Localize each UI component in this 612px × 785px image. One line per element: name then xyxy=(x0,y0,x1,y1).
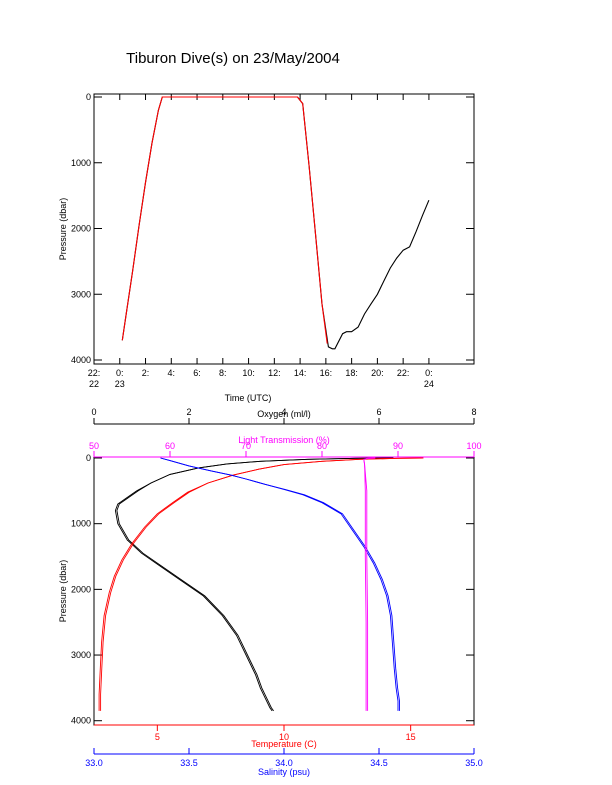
x-tick-label: 20: xyxy=(371,368,384,378)
x-tick-label: 22: xyxy=(397,368,410,378)
oxygen-tick-label: 0 xyxy=(91,407,96,417)
temperature-profile-line xyxy=(98,457,424,711)
light-profile-line xyxy=(363,457,376,711)
salinity-tick-label: 34.5 xyxy=(370,758,388,768)
salinity-axis-label: Salinity (psu) xyxy=(258,767,310,777)
series-line-black xyxy=(121,96,430,350)
light-tick-label: 70 xyxy=(241,441,251,451)
salinity-tick-label: 33.5 xyxy=(180,758,198,768)
light-axis-label: Light Transmission (%) xyxy=(238,435,330,445)
x-axis-label: Time (UTC) xyxy=(225,393,272,403)
x-tick-label: 16: xyxy=(320,368,333,378)
salinity-profile-line xyxy=(160,457,400,711)
salinity-profile-line xyxy=(160,457,399,711)
y-tick-label: 4000 xyxy=(71,716,91,726)
temperature-tick-label: 10 xyxy=(279,732,289,742)
y-tick-label: 1000 xyxy=(71,158,91,168)
oxygen-profile-line xyxy=(114,457,394,712)
x-tick-label: 4: xyxy=(168,368,176,378)
temperature-profile-line xyxy=(100,457,424,711)
series-line-red xyxy=(121,96,328,344)
salinity-tick-label: 35.0 xyxy=(465,758,483,768)
y-tick-label: 4000 xyxy=(71,355,91,365)
x-tick-label: 2: xyxy=(142,368,150,378)
oxygen-tick-label: 8 xyxy=(471,407,476,417)
x-tick-label: 22: xyxy=(88,368,101,378)
salinity-tick-label: 33.0 xyxy=(85,758,103,768)
time-pressure-chart: 22:220:232: 4: 6: 8: 10: 12: 14: 16: 18: 20: 22: 0:… xyxy=(58,92,475,403)
temperature-axis-label: Temperature (C) xyxy=(251,739,317,749)
plot-frame xyxy=(93,456,475,726)
x-tick-label: 10: xyxy=(242,368,255,378)
light-tick-label: 90 xyxy=(393,441,403,451)
temperature-tick-label: 15 xyxy=(406,732,416,742)
y-tick-label: 3000 xyxy=(71,289,91,299)
chart-title: Tiburon Dive(s) on 23/May/2004 xyxy=(126,50,340,67)
x-tick-label: 12: xyxy=(268,368,281,378)
x-tick-sublabel: 23 xyxy=(115,379,125,389)
y-tick-label: 0 xyxy=(86,453,91,463)
oxygen-tick-label: 4 xyxy=(281,407,286,417)
y-tick-label: 2000 xyxy=(71,224,91,234)
y-tick-label: 2000 xyxy=(71,584,91,594)
light-profile-line xyxy=(363,457,376,711)
light-tick-label: 80 xyxy=(317,441,327,451)
light-tick-label: 60 xyxy=(165,441,175,451)
x-tick-sublabel: 24 xyxy=(424,379,434,389)
x-tick-label: 14: xyxy=(294,368,307,378)
x-tick-label: 6: xyxy=(193,368,201,378)
y-tick-label: 3000 xyxy=(71,650,91,660)
oxygen-tick-label: 6 xyxy=(376,407,381,417)
x-tick-label: 0: xyxy=(425,368,433,378)
x-tick-label: 8: xyxy=(219,368,227,378)
light-tick-label: 50 xyxy=(89,441,99,451)
y-tick-label: 0 xyxy=(86,92,91,102)
x-tick-label: 0: xyxy=(116,368,124,378)
light-tick-label: 100 xyxy=(466,441,481,451)
x-tick-label: 18: xyxy=(345,368,358,378)
oxygen-axis-label: Oxygen (ml/l) xyxy=(257,409,311,419)
y-axis-label: Pressure (dbar) xyxy=(58,198,68,261)
salinity-tick-label: 34.0 xyxy=(275,758,293,768)
x-tick-sublabel: 22 xyxy=(89,379,99,389)
y-axis-label: Pressure (dbar) xyxy=(58,560,68,623)
oxygen-tick-label: 2 xyxy=(186,407,191,417)
oxygen-profile-line xyxy=(116,457,394,712)
temperature-tick-label: 5 xyxy=(155,732,160,742)
y-tick-label: 1000 xyxy=(71,519,91,529)
